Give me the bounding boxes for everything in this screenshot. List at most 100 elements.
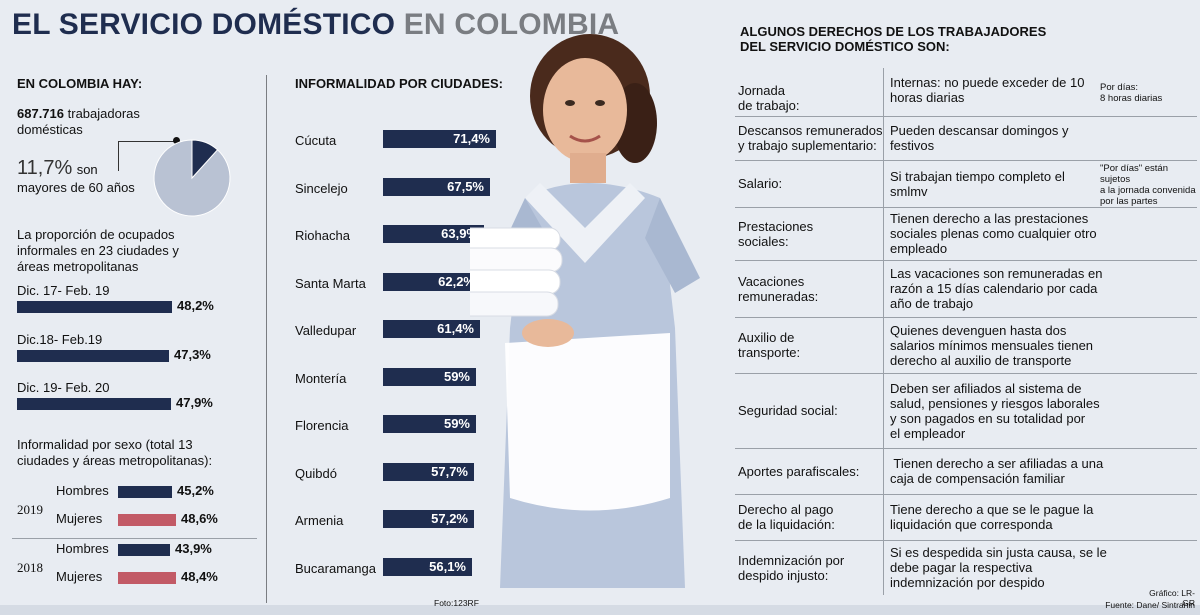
rights-row-text: Tienen derecho a las prestaciones sociale… (890, 211, 1097, 256)
rights-row-note: "Por días" están sujetos a la jornada con… (1100, 163, 1200, 207)
workers-number: 687.716 (17, 106, 64, 121)
rights-label-line: Seguridad social: (738, 403, 838, 418)
rights-row-text: Pueden descansar domingos y festivos (890, 123, 1069, 153)
pie-slice-older (191, 139, 219, 180)
sex-label: Hombres (56, 541, 109, 556)
rights-note-line: por las partes (1100, 196, 1158, 207)
city-label: Santa Marta (295, 275, 366, 291)
rights-label-line: de trabajo: (738, 98, 800, 113)
rights-text-line: Si trabajan tiempo completo el (890, 169, 1065, 184)
rights-text-line: liquidación que corresponda (890, 517, 1053, 532)
sex-value: 43,9% (175, 541, 212, 556)
period-bar (17, 350, 169, 362)
left-header: EN COLOMBIA HAY: (17, 76, 143, 91)
sex-label: Hombres (56, 483, 109, 498)
rights-row-text: Tiene derecho a que se le pague la liquid… (890, 502, 1093, 532)
rights-note-line: 8 horas diarias (1100, 93, 1163, 104)
rights-text-line: horas diarias (890, 90, 965, 105)
rights-label-line: sociales: (738, 234, 789, 249)
rights-row-label: Indemnización por despido injusto: (738, 553, 844, 583)
rights-text-line: Tienen derecho a ser afiliadas a una (890, 456, 1104, 471)
period-value: 47,9% (176, 395, 213, 410)
workers-text2: domésticas (17, 122, 83, 137)
informal-title-l3: áreas metropolitanas (17, 259, 139, 274)
rights-note-line: Por días: (1100, 82, 1139, 93)
sex-year: 2019 (17, 502, 43, 517)
city-label: Montería (295, 370, 347, 386)
rights-text-line: el empleador (890, 426, 966, 441)
pct-older-text1: son (76, 162, 98, 177)
rights-row-divider (735, 373, 1197, 374)
sex-title: Informalidad por sexo (total 13 ciudades… (17, 437, 212, 469)
rights-label-line: despido injusto: (738, 568, 829, 583)
city-label: Cúcuta (295, 133, 337, 148)
rights-note-line: a la jornada convenida (1100, 185, 1196, 196)
divider-left (266, 75, 267, 603)
rights-text-line: empleado (890, 241, 948, 256)
pct-older-text2: mayores de 60 años (17, 180, 135, 195)
rights-row-text: Deben ser afiliados al sistema de salud, … (890, 381, 1100, 441)
city-bar: 62,2% (383, 272, 481, 291)
rights-row-divider (735, 207, 1197, 208)
rights-row-label: Aportes parafiscales: (738, 464, 859, 479)
housekeeper-illustration (470, 34, 700, 588)
photo-credit: Foto:123RF (434, 598, 479, 608)
rights-text-line: debe pagar la respectiva (890, 560, 1033, 575)
rights-text-line: indemnización por despido (890, 575, 1045, 590)
pie-connector-dot (173, 137, 180, 144)
sex-divider (12, 538, 257, 539)
rights-text-line: Pueden descansar domingos y (890, 123, 1069, 138)
rights-text-line: Deben ser afiliados al sistema de (890, 381, 1082, 396)
rights-row-label: Descansos remunerados y trabajo suplement… (738, 123, 883, 153)
sex-bar (118, 544, 170, 556)
rights-label-line: Vacaciones (738, 274, 805, 289)
city-label: Riohacha (295, 228, 350, 243)
rights-row-label: Prestaciones sociales: (738, 219, 813, 249)
informal-title-l2: informales en 23 ciudades y (17, 243, 179, 258)
rights-row-divider (735, 540, 1197, 541)
period-label: Dic.18- Feb.19 (17, 332, 103, 347)
rights-text-line: Si es despedida sin justa causa, se le (890, 545, 1107, 560)
rights-note-line: "Por días" están sujetos (1100, 163, 1169, 185)
rights-text-line: razón a 15 días calendario por cada (890, 281, 1098, 296)
rights-text-line: salarios mínimos mensuales tienen (890, 338, 1094, 353)
rights-text-line: festivos (890, 138, 935, 153)
rights-label-line: transporte: (738, 345, 801, 360)
rights-header: ALGUNOS DERECHOS DE LOS TRABAJADORES DEL… (740, 24, 1046, 54)
rights-label-line: Derecho al pago (738, 502, 834, 517)
credit-fuente: Fuente: Dane/ Sintrahin (1105, 600, 1195, 610)
city-label: Armenia (295, 513, 344, 528)
city-bar: 59% (383, 415, 476, 433)
city-bar: 57,2% (383, 510, 474, 528)
period-value: 47,3% (174, 347, 211, 362)
rights-row-text: Si trabajan tiempo completo el smlmv (890, 169, 1065, 199)
rights-row-label: Jornada de trabajo: (738, 83, 799, 113)
rights-col-divider (883, 68, 884, 595)
city-label: Sincelejo (295, 180, 348, 196)
city-bar: 57,7% (383, 462, 474, 481)
city-label: Florencia (295, 418, 349, 433)
rights-text-line: y son pagados en su totalidad por (890, 411, 1086, 426)
rights-label-line: Descansos remunerados (738, 123, 883, 138)
rights-label-line: y trabajo suplementario: (738, 138, 877, 153)
credit-grafico: Gráfico: LR-GR (1149, 588, 1195, 608)
sex-bar (118, 514, 176, 526)
rights-text-line: caja de compensación familiar (890, 471, 1065, 486)
rights-row-label: Derecho al pago de la liquidación: (738, 502, 835, 532)
sex-title-l2: ciudades y áreas metropolitanas): (17, 453, 213, 468)
rights-label-line: Aportes parafiscales: (738, 464, 860, 479)
rights-row-text: Si es despedida sin justa causa, se le de… (890, 545, 1107, 590)
rights-label-line: Indemnización por (738, 553, 845, 568)
informal-title: La proporción de ocupados informales en … (17, 227, 179, 275)
city-label: Quibdó (295, 465, 337, 481)
city-bar: 59% (383, 367, 476, 386)
rights-label-line: Auxilio de (738, 330, 795, 345)
title-part1: EL SERVICIO DOMÉSTICO (12, 8, 396, 41)
pie-chart (153, 139, 231, 217)
city-label: Bucaramanga (295, 560, 376, 576)
rights-header-l2: DEL SERVICIO DOMÉSTICO SON: (740, 39, 950, 54)
pct-older-value: 11,7% (17, 157, 73, 179)
rights-row-text: Internas: no puede exceder de 10 horas di… (890, 75, 1084, 105)
rights-row-text: Tienen derecho a ser afiliadas a una caja… (890, 456, 1103, 486)
rights-label-line: de la liquidación: (738, 517, 835, 532)
